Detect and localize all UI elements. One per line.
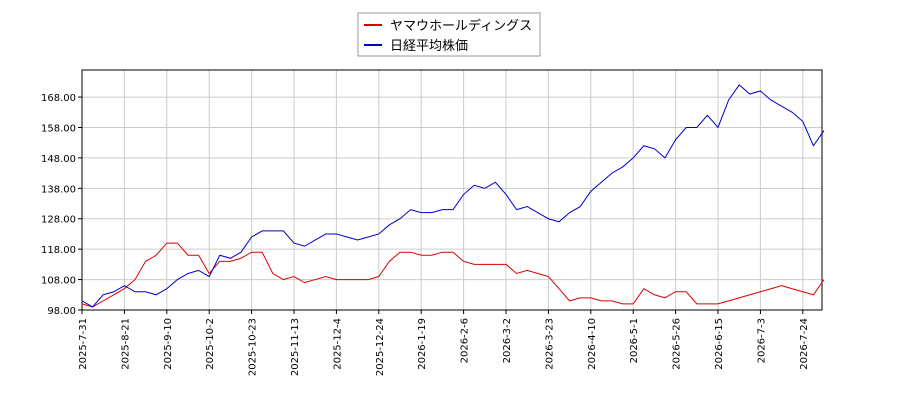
x-tick-label: 2026-6-15	[714, 318, 725, 370]
legend-label: ヤマウホールディングス	[390, 18, 532, 34]
legend-box	[357, 12, 541, 57]
x-tick-label: 2026-5-26	[672, 318, 683, 370]
x-tick-label: 2025-10-2	[205, 318, 216, 370]
x-tick-label: 2026-4-10	[587, 318, 598, 370]
x-tick-label: 2025-12-4	[332, 318, 343, 370]
x-tick-label: 2026-1-19	[417, 318, 428, 370]
y-tick-label: 168.00	[41, 93, 76, 104]
x-tick-label: 2025-11-13	[290, 318, 301, 376]
series-line	[81, 242, 825, 308]
x-tick-label: 2025-12-24	[375, 318, 386, 376]
x-tick-label: 2025-9-10	[163, 318, 174, 370]
x-tick-label: 2026-7-24	[799, 318, 810, 370]
x-tick-label: 2026-3-2	[502, 318, 513, 363]
y-tick-label: 158.00	[41, 123, 76, 134]
x-tick-label: 2025-8-21	[120, 318, 131, 370]
plot-frame	[81, 69, 823, 311]
y-tick-label: 148.00	[41, 154, 76, 165]
y-tick-label: 118.00	[41, 245, 76, 256]
x-tick-label: 2026-7-3	[756, 318, 767, 363]
series-line	[81, 84, 825, 308]
y-tick-label: 108.00	[41, 276, 76, 287]
x-tick-label: 2026-5-1	[629, 318, 640, 363]
y-tick-label: 98.00	[47, 306, 76, 317]
x-tick-label: 2025-7-31	[78, 318, 89, 370]
x-tick-label: 2026-2-6	[460, 318, 471, 363]
x-tick-label: 2026-3-23	[544, 318, 555, 370]
y-tick-label: 128.00	[41, 215, 76, 226]
x-tick-label: 2025-10-23	[248, 318, 259, 376]
legend-label: 日経平均株価	[390, 39, 468, 54]
y-tick-label: 138.00	[41, 184, 76, 195]
